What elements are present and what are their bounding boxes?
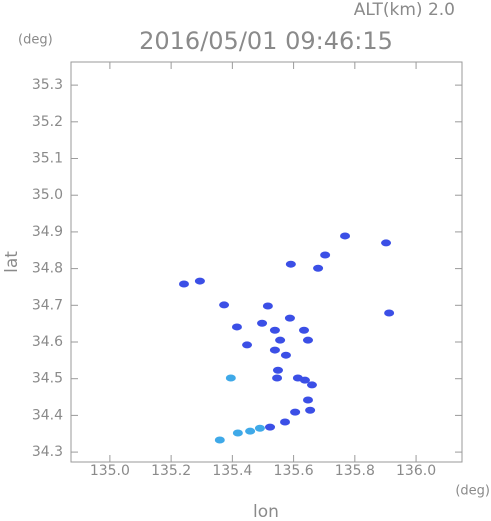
echo-point — [194, 277, 205, 285]
x-tick-label: 135.6 — [274, 463, 314, 479]
chart-title: 2016/05/01 09:46:15 — [139, 27, 393, 55]
plot-frame — [70, 61, 463, 463]
y-tick-label: 34.9 — [32, 224, 63, 240]
echo-point — [178, 280, 189, 288]
echo-point — [232, 429, 243, 437]
x-tick-label: 136.0 — [396, 463, 436, 479]
echo-point — [275, 336, 286, 344]
x-axis-label: lon — [253, 502, 279, 521]
y-unit: (deg) — [18, 33, 53, 48]
y-tick-label: 34.6 — [32, 334, 63, 350]
y-tick-label: 34.3 — [32, 444, 63, 460]
echo-point — [242, 341, 253, 349]
echo-point — [231, 323, 242, 331]
echo-point — [302, 336, 313, 344]
echo-point — [302, 396, 313, 404]
echo-point — [340, 232, 351, 240]
echo-point — [219, 301, 230, 309]
x-unit: (deg) — [455, 484, 490, 499]
echo-point — [305, 406, 316, 414]
y-tick-label: 35.1 — [32, 151, 63, 167]
echo-point — [272, 374, 283, 382]
echo-point — [245, 427, 256, 435]
echo-point — [299, 326, 310, 334]
echo-point — [262, 302, 273, 310]
echo-point — [272, 366, 283, 374]
x-tick-label: 135.4 — [212, 463, 252, 479]
y-tick-label: 35.3 — [32, 77, 63, 93]
echo-point — [280, 418, 291, 426]
altitude-label: ALT(km) 2.0 — [354, 0, 455, 20]
y-tick-label: 34.7 — [32, 297, 63, 313]
x-tick-label: 135.2 — [151, 463, 191, 479]
echo-point — [257, 319, 268, 327]
echo-point — [214, 436, 225, 444]
x-tick-label: 135.0 — [90, 463, 130, 479]
y-axis-label: lat — [2, 251, 22, 273]
echo-point — [284, 314, 295, 322]
echo-point — [384, 309, 395, 317]
echo-point — [265, 423, 276, 431]
echo-point — [254, 424, 265, 432]
echo-point — [269, 326, 280, 334]
echo-point — [269, 346, 280, 354]
y-tick-label: 35.0 — [32, 187, 63, 203]
echo-point — [285, 260, 296, 268]
x-tick-label: 135.8 — [335, 463, 375, 479]
y-tick-label: 34.5 — [32, 371, 63, 387]
y-tick-label: 35.2 — [32, 114, 63, 130]
echo-point — [299, 376, 310, 384]
echo-point — [313, 264, 324, 272]
y-tick-label: 34.8 — [32, 261, 63, 277]
echo-point — [320, 251, 331, 259]
echo-point — [306, 381, 317, 389]
y-tick-label: 34.4 — [32, 407, 63, 423]
echo-point — [280, 351, 291, 359]
echo-point — [225, 374, 236, 382]
echo-point — [290, 408, 301, 416]
echo-point — [381, 239, 392, 247]
